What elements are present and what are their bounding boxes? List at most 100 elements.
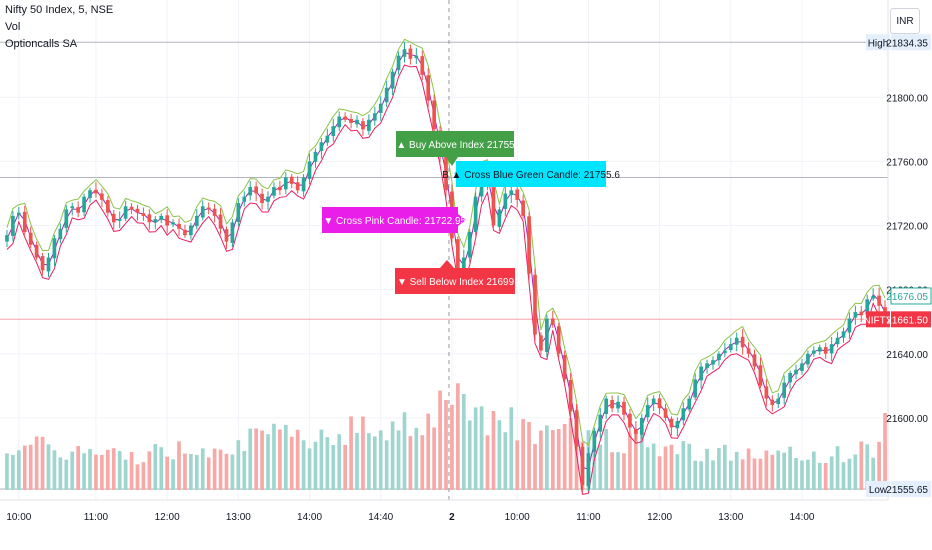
candle-body [129,206,134,210]
volume-bar [64,459,69,490]
candle-body [177,223,181,229]
candle-body [645,405,650,418]
volume-bar [817,462,822,490]
volume-bar [550,430,555,490]
volume-bar [11,454,15,490]
candle-body [396,55,401,71]
volume-bar [871,457,876,490]
candle-body [337,116,342,128]
candle-body [770,399,775,406]
candle-body [28,232,33,245]
symbol-legend[interactable]: Nifty 50 Index, 5, NSE [5,4,114,16]
volume-bar [313,441,318,490]
candle-body [325,135,330,143]
volume-bar [325,437,330,490]
candle-body [628,413,632,428]
volume-bar [865,444,870,490]
time-tick-label: 14:00 [789,512,814,523]
volume-bar [135,464,140,490]
candle-body [556,326,561,354]
volume-bar [479,406,484,490]
low-label: Low [869,485,888,496]
volume-bar [645,447,650,490]
candle-body [426,75,431,101]
candle-body [539,335,543,351]
volume-bar [384,440,389,490]
time-tick-label: 13:00 [226,512,251,523]
time-tick-label: 13:00 [718,512,743,523]
candle-body [230,222,235,243]
candle-body [94,189,98,194]
candle-body [657,398,662,409]
volume-bar [88,449,92,490]
candle-body [117,219,122,221]
signal-label-pointer [440,260,454,268]
candle-body [11,215,15,236]
volume-bar [740,459,745,490]
candle-body [135,208,140,213]
signal-label-box [396,131,514,157]
volume-bar [426,413,431,490]
candle-body [509,190,514,196]
candle-body [562,355,567,380]
volume-bar [491,411,496,490]
candle-body [693,379,698,398]
volume-bar [165,456,169,490]
volume-bar [829,456,834,490]
candle-body [865,299,870,315]
candle-body [811,350,816,354]
candle-body [414,55,419,59]
candle-body [740,336,745,348]
candle-body [800,363,804,371]
low-value-tag [891,480,931,497]
volume-bar [159,447,164,490]
candle-body [639,417,644,435]
volume-bar [681,441,686,490]
price-tick-label: 21640.00 [886,350,928,361]
volume-bar [539,430,543,490]
nifty-value-tag [891,311,931,328]
volume-bar [390,421,395,490]
candle-body [123,206,128,219]
candle-body [408,48,413,59]
volume-bars [5,383,887,490]
volume-bar [758,458,763,490]
candle-body [568,380,573,412]
candle-body [361,121,365,130]
candle-body [758,365,763,386]
candle-body [224,229,229,242]
volume-bar [343,444,347,490]
volume-bar [224,453,229,490]
signal-label-pointer [446,157,458,166]
candle-body [610,400,614,409]
candle-body [111,213,116,223]
candle-body [491,187,496,226]
volume-bar [248,428,253,490]
volume-bar [331,445,336,490]
currency-button[interactable]: INR [890,8,920,34]
volume-bar [444,399,448,490]
last-price-value: 21676.05 [886,292,928,303]
candle-body [521,200,525,216]
candle-body [788,372,792,383]
candle-body [171,222,175,225]
candle-body [16,212,21,215]
volume-bar [16,450,21,490]
candle-body [5,235,9,242]
volume-bar [687,443,692,490]
volume-bar [94,454,98,490]
volume-bar [628,433,632,490]
candle-body [728,344,733,351]
volume-bar [367,433,371,490]
candle-body [533,274,537,335]
volume-bar [841,462,846,490]
volume-legend[interactable]: Vol [5,21,21,33]
volume-bar [76,446,81,490]
indicator-legend[interactable]: Optioncalls SA [5,38,78,50]
time-tick-label: 10:00 [6,512,31,523]
volume-bar [105,449,110,490]
time-tick-label: 2 [449,512,455,523]
volume-bar [705,448,709,490]
price-axis-bg [888,0,932,550]
